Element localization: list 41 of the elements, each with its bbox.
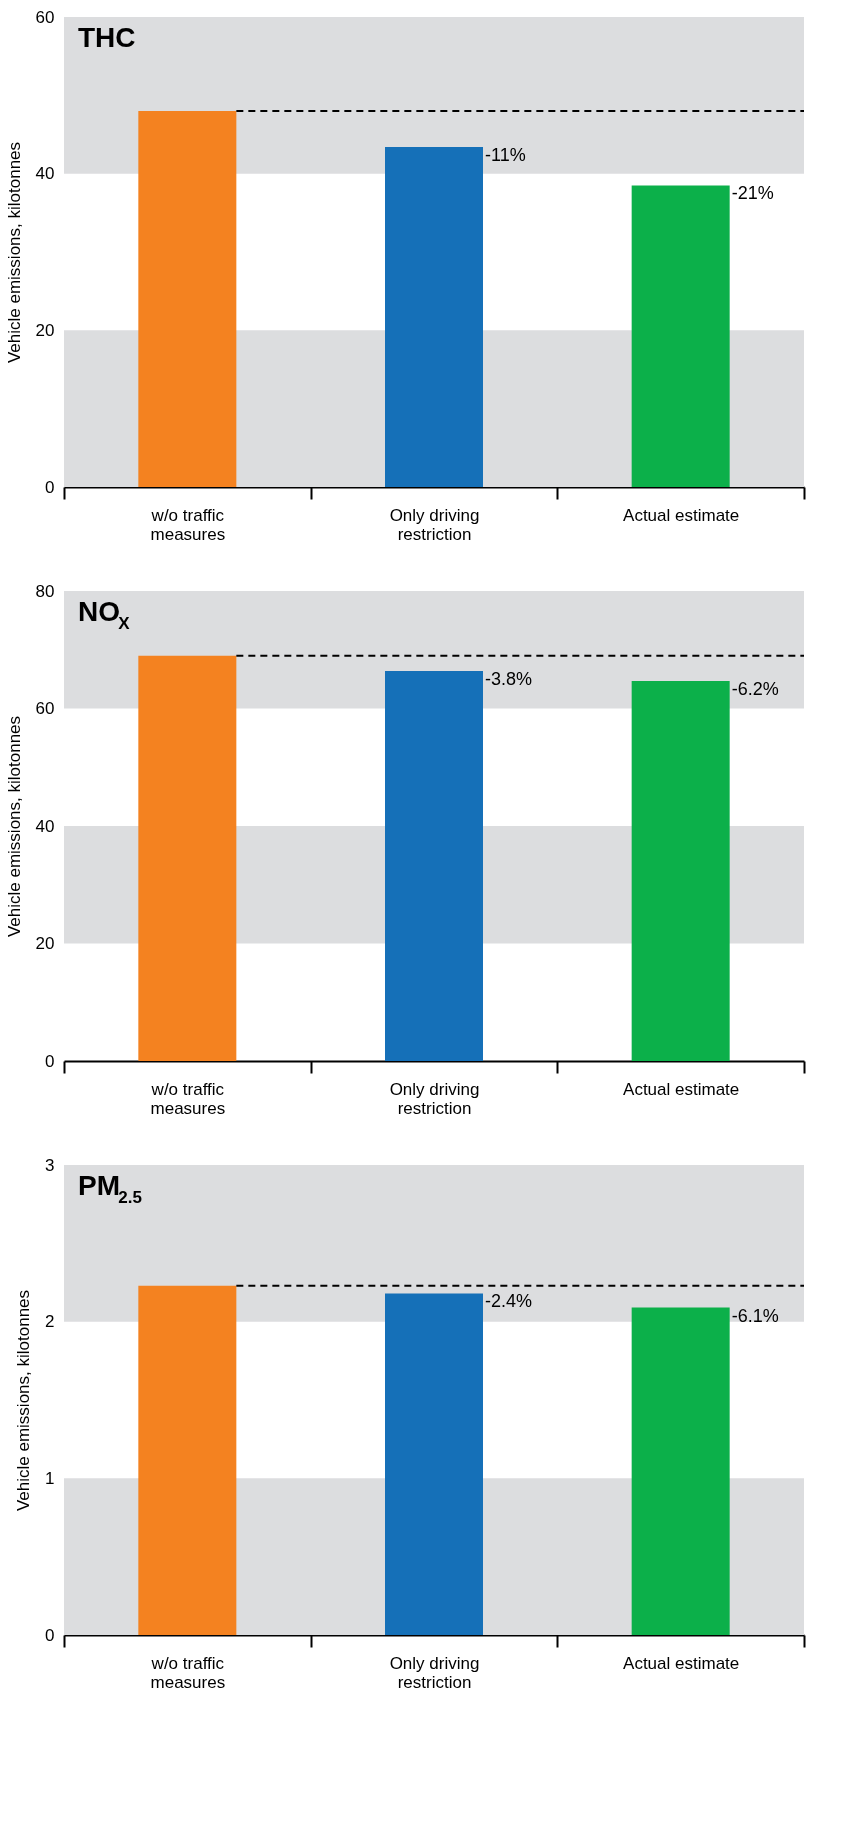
y-axis-title: Vehicle emissions, kilotonnes — [14, 1289, 34, 1512]
x-tick-label: Actual estimate — [623, 505, 740, 525]
bar — [631, 185, 730, 487]
y-tick-label: 80 — [35, 581, 55, 601]
annotation: -21% — [731, 183, 774, 204]
chart-title: THC — [78, 22, 136, 53]
y-tick-label: 0 — [45, 1625, 55, 1645]
y-tick-label: 20 — [35, 320, 55, 340]
annotation: -2.4% — [485, 1291, 533, 1312]
x-tick-label: Only driving restriction — [389, 1079, 480, 1118]
x-tick-label: w/o traffic measures — [150, 1653, 226, 1692]
annotation: -3.8% — [485, 668, 533, 689]
y-tick-label: 0 — [45, 477, 55, 497]
y-tick-label: 60 — [35, 699, 55, 718]
y-tick-label: 60 — [35, 7, 55, 27]
bar — [631, 1307, 730, 1635]
bar — [385, 670, 483, 1061]
bar — [138, 1285, 237, 1635]
x-tick-label: Only driving restriction — [389, 1653, 480, 1692]
x-tick-label: w/o traffic measures — [150, 505, 226, 544]
x-tick-label: Actual estimate — [623, 1079, 740, 1099]
y-tick-label: 3 — [45, 1155, 55, 1175]
bar — [631, 680, 730, 1061]
y-axis-title: Vehicle emissions, kilotonnes — [4, 141, 24, 364]
bar — [138, 655, 237, 1061]
y-tick-label: 40 — [35, 816, 55, 836]
x-tick-label: Only driving restriction — [389, 505, 480, 544]
bar — [385, 147, 483, 487]
y-tick-label: 2 — [45, 1312, 55, 1332]
annotation: -11% — [485, 145, 526, 166]
y-tick-label: 40 — [35, 164, 55, 184]
y-axis-title: Vehicle emissions, kilotonnes — [4, 715, 24, 938]
x-tick-label: Actual estimate — [623, 1653, 740, 1673]
bar — [385, 1293, 483, 1635]
annotation: -6.2% — [731, 678, 779, 699]
bar — [138, 111, 237, 487]
y-tick-label: 20 — [35, 934, 55, 953]
y-tick-label: 1 — [45, 1468, 55, 1488]
y-tick-label: 0 — [45, 1051, 55, 1071]
annotation: -6.1% — [731, 1305, 779, 1326]
x-tick-label: w/o traffic measures — [150, 1079, 226, 1118]
